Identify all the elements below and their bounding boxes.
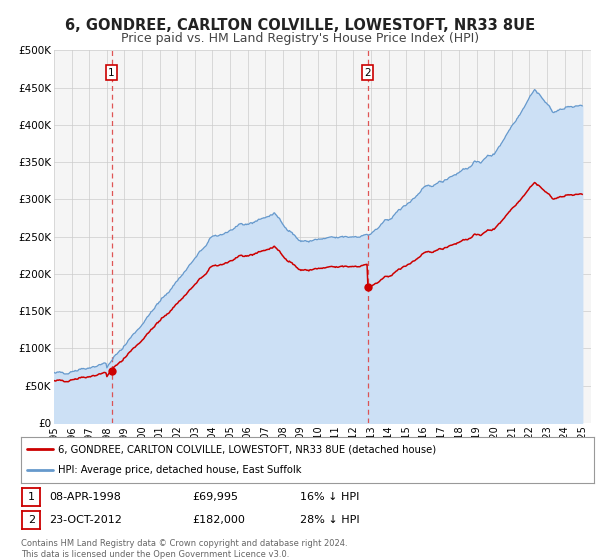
Text: 2: 2 [364, 68, 371, 78]
Text: Price paid vs. HM Land Registry's House Price Index (HPI): Price paid vs. HM Land Registry's House … [121, 32, 479, 45]
Text: 16% ↓ HPI: 16% ↓ HPI [300, 492, 359, 502]
Text: Contains HM Land Registry data © Crown copyright and database right 2024.
This d: Contains HM Land Registry data © Crown c… [21, 539, 347, 559]
Text: £69,995: £69,995 [192, 492, 238, 502]
Text: 1: 1 [28, 492, 35, 502]
Text: 6, GONDREE, CARLTON COLVILLE, LOWESTOFT, NR33 8UE (detached house): 6, GONDREE, CARLTON COLVILLE, LOWESTOFT,… [58, 444, 436, 454]
Text: £182,000: £182,000 [192, 515, 245, 525]
Text: 08-APR-1998: 08-APR-1998 [49, 492, 121, 502]
Text: HPI: Average price, detached house, East Suffolk: HPI: Average price, detached house, East… [58, 465, 302, 475]
Text: 28% ↓ HPI: 28% ↓ HPI [300, 515, 359, 525]
Text: 6, GONDREE, CARLTON COLVILLE, LOWESTOFT, NR33 8UE: 6, GONDREE, CARLTON COLVILLE, LOWESTOFT,… [65, 18, 535, 33]
Text: 23-OCT-2012: 23-OCT-2012 [49, 515, 122, 525]
Text: 1: 1 [108, 68, 115, 78]
Text: 2: 2 [28, 515, 35, 525]
